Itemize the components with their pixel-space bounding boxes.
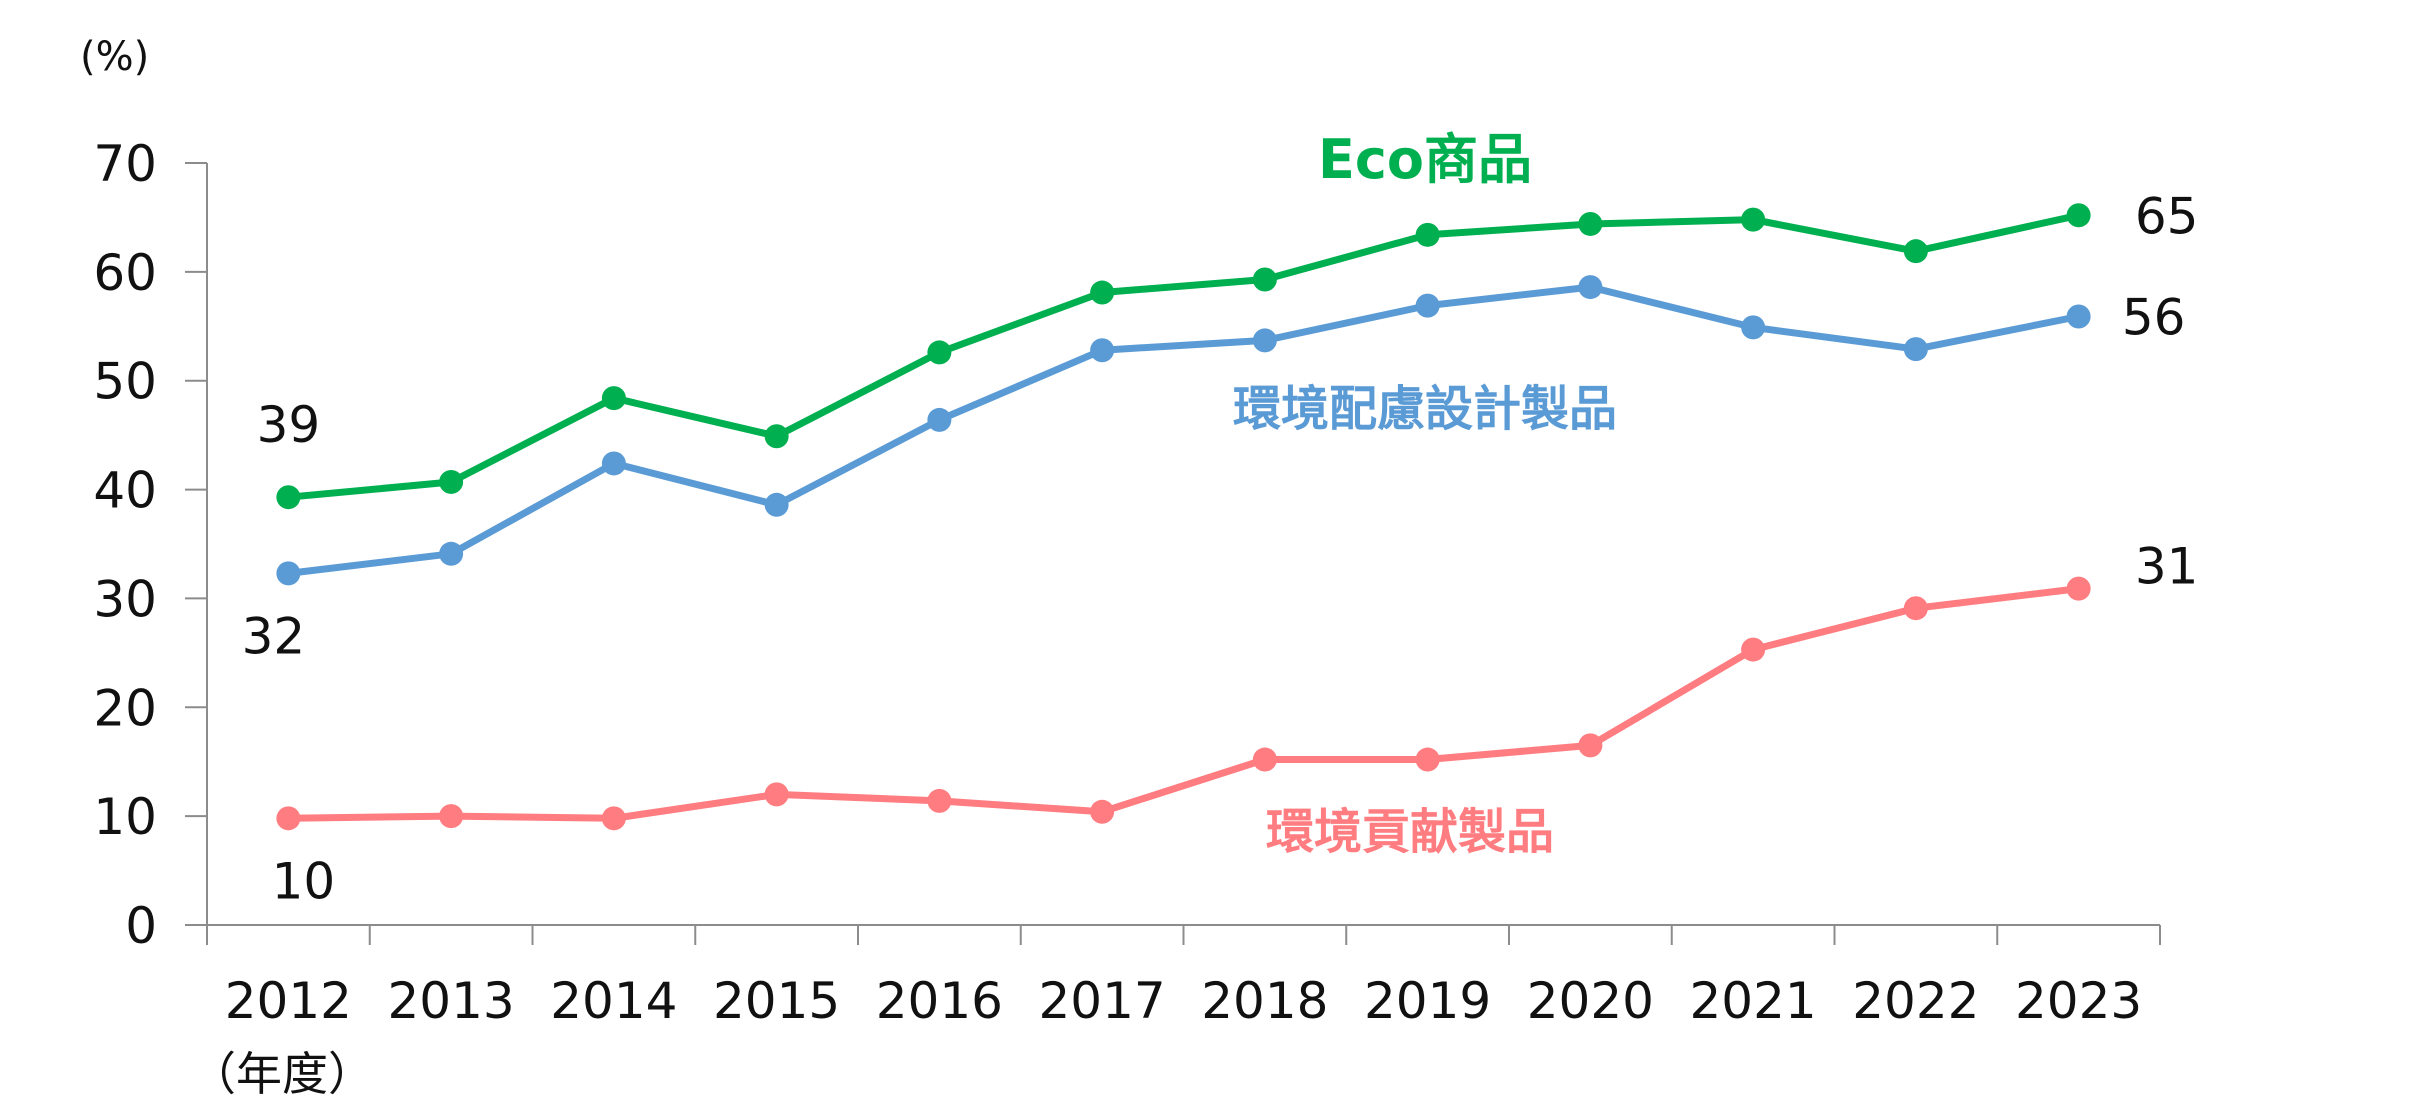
data-point	[1741, 637, 1766, 662]
y-tick-label: 40	[93, 462, 157, 520]
data-point	[601, 451, 626, 476]
data-label-last: 65	[2135, 187, 2199, 245]
data-point	[1090, 338, 1115, 363]
data-label-first: 10	[272, 852, 336, 910]
y-tick-label: 50	[93, 353, 157, 411]
data-point	[927, 340, 952, 365]
data-point	[276, 806, 301, 831]
data-point	[276, 561, 301, 586]
series-line	[287, 283, 2080, 577]
data-point	[1903, 239, 1928, 264]
data-point	[439, 541, 464, 566]
x-tick-label: 2012	[225, 972, 352, 1030]
x-tick-label: 2018	[1201, 972, 1328, 1030]
x-tick-label: 2021	[1690, 972, 1817, 1030]
data-point	[927, 407, 952, 432]
data-point	[764, 424, 789, 449]
data-point	[1578, 275, 1603, 300]
x-tick-label: 2017	[1039, 972, 1166, 1030]
y-tick-label: 20	[93, 679, 157, 737]
data-point	[2066, 203, 2091, 228]
data-label-first: 39	[257, 396, 321, 454]
data-label-first: 32	[242, 607, 306, 665]
x-axis-unit: （年度）	[190, 1047, 374, 1101]
data-point	[1252, 747, 1277, 772]
data-label-last: 31	[2135, 538, 2199, 596]
y-tick-label: 60	[93, 244, 157, 302]
data-point	[1252, 328, 1277, 353]
x-tick-label: 2013	[388, 972, 515, 1030]
y-tick-label: 70	[93, 135, 157, 193]
series-layer	[276, 203, 2091, 831]
data-point	[276, 485, 301, 510]
series-line	[288, 211, 2080, 501]
data-point	[764, 492, 789, 517]
data-point	[1578, 733, 1603, 758]
data-point	[764, 782, 789, 807]
data-point	[439, 469, 464, 494]
data-point	[1903, 337, 1928, 362]
y-tick-label: 10	[93, 788, 157, 846]
data-point	[1415, 747, 1440, 772]
data-point	[1741, 315, 1766, 340]
data-point	[927, 788, 952, 813]
data-point	[2066, 304, 2091, 329]
data-point	[439, 804, 464, 829]
series-name-label: Eco商品	[1318, 128, 1532, 191]
series-name-label: 環境配慮設計製品	[1233, 381, 1617, 437]
series-line	[288, 585, 2080, 822]
x-tick-label: 2020	[1527, 972, 1654, 1030]
x-tick-label: 2016	[876, 972, 1003, 1030]
x-tick-label: 2023	[2015, 972, 2142, 1030]
data-point	[1578, 211, 1603, 236]
data-label-last: 56	[2122, 288, 2186, 346]
data-point	[601, 386, 626, 411]
y-tick-label: 0	[125, 897, 157, 955]
data-point	[601, 806, 626, 831]
labels-layer: 39 65 Eco商品 32 56 環境配慮設計製品 10 31 環境貢献製品	[242, 128, 2199, 910]
data-point	[1903, 596, 1928, 621]
y-axis-unit: (%)	[80, 34, 149, 80]
x-tick-label: 2022	[1852, 972, 1979, 1030]
data-point	[1415, 222, 1440, 247]
y-tick-label: 30	[93, 570, 157, 628]
data-point	[1252, 267, 1277, 292]
series-name-label: 環境貢献製品	[1266, 804, 1554, 860]
x-tick-label: 2014	[550, 972, 677, 1030]
data-point	[1090, 799, 1115, 824]
data-point	[1090, 280, 1115, 305]
data-point	[1741, 207, 1766, 232]
x-tick-label: 2019	[1364, 972, 1491, 1030]
data-point	[1415, 293, 1440, 318]
x-tick-label: 2015	[713, 972, 840, 1030]
axes: 0 10 20 30 40 50 60 70 2012 2013 2014 2015 2016 2017 2…	[93, 135, 2161, 1030]
data-point	[2066, 576, 2091, 601]
